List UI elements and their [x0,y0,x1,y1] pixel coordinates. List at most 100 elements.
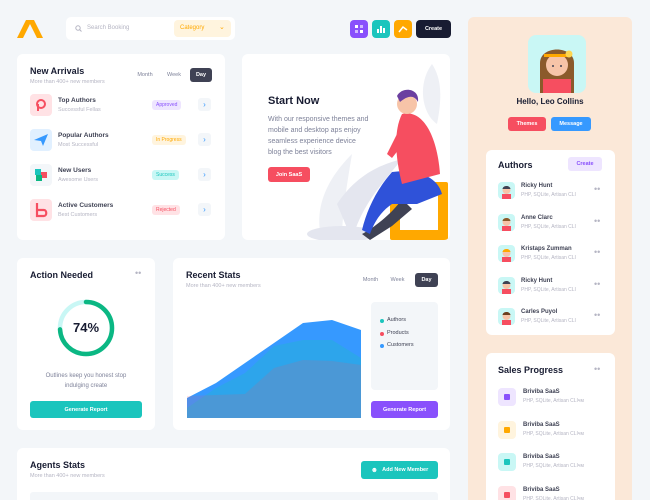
sales-icon [498,420,516,439]
status-badge: Success [152,170,179,180]
card-title: New Arrivals [30,66,85,76]
text-line: indulging create [64,383,108,389]
legend-dot [380,344,384,348]
sales-icon [498,388,516,406]
themes-button[interactable]: Themes [508,117,546,131]
icon-glyph [34,134,48,146]
sales-desc: PHP, SQLite, Artisan CLIчм [523,398,584,404]
avatar-face [502,249,511,262]
generate-report-button[interactable]: Generate Report [30,401,142,418]
item-subtitle: Most Successful [58,142,99,148]
add-icon: ☻ [370,466,379,474]
area [187,360,361,418]
text-line: With our responsive themes and [268,116,369,123]
item-icon [30,94,52,116]
card-title: Agents Stats [30,460,86,470]
add-member-button[interactable]: ☻ Add New Member [361,461,438,479]
join-button[interactable]: Join SaaS [268,167,310,182]
search-icon [75,25,82,32]
create-author-button[interactable]: Create [568,157,602,171]
menu-dots[interactable]: •• [594,215,601,226]
tab[interactable]: Day [415,273,438,287]
legend-label: Authors [387,317,406,323]
icon-glyph [504,459,510,465]
item-icon [30,199,52,221]
chevron: ⌄ [219,24,225,31]
card-title: Authors [498,160,533,170]
sales-icon [498,485,516,500]
menu-dots[interactable]: •• [594,364,601,374]
search-box[interactable]: Search Booking Category ⌄ [66,17,235,40]
card-subtitle: More than 400+ new members [186,283,261,289]
icon-glyph [504,491,510,498]
tab[interactable]: Month [137,72,153,78]
button-label: Add New Member [382,467,429,473]
generate-report-button[interactable]: Generate Report [371,401,438,418]
card-subtitle: More than 400+ new members [30,473,105,479]
tab[interactable]: Week [390,277,405,283]
author-avatar [498,308,515,325]
menu-dots[interactable]: •• [594,247,601,257]
menu-dots[interactable]: •• [594,278,601,289]
ring-progress [57,299,115,357]
author-name: Carles Puyol [521,309,558,315]
author-name: Ricky Hunt [521,277,553,284]
author-skills: PHP, SQLite, Artisan CLI [521,192,576,198]
arrow-button[interactable]: › [198,203,211,216]
card-title: Action Needed [30,270,94,280]
item-title: Top Authors [58,97,96,104]
status-badge: In Progress [152,135,186,145]
author-skills: PHP, SQLite, Artisan CLI [521,318,576,324]
avatar-face [502,280,511,294]
sales-desc: PHP, SQLite, Artisan CLIчм [523,430,584,437]
agents-stats-card: Agents Stats More than 400+ new members … [17,448,450,500]
tab[interactable]: Month [362,277,379,283]
menu-dots[interactable]: •• [594,310,601,320]
item-subtitle: Best Customers [58,212,98,218]
sales-name: Briviba SaaS [523,389,560,395]
menu-dots[interactable]: •• [135,268,142,278]
avatar-face [502,312,511,325]
legend-label: Customers [387,342,414,348]
tab[interactable]: Day [190,68,212,82]
action-needed-card: Action Needed •• 74% Outlines keep you h… [17,258,155,430]
start-title: Start Now [268,95,320,107]
new-arrivals-card: New Arrivals More than 400+ new members … [17,54,225,240]
authors-card: Authors Create Ricky Hunt PHP, SQLite, Ar… [486,150,615,335]
author-name: Ricky Hunt [521,183,553,189]
stats-button[interactable] [372,20,390,38]
area-chart [187,320,361,418]
profile-avatar [528,35,586,93]
legend: Authors Products Customers [371,302,438,390]
tab[interactable]: Week [167,72,181,78]
table-header [30,492,438,500]
item-icon [30,164,52,186]
icon-glyph [504,394,510,400]
start-text: With our responsive themes and mobile and… [268,114,368,158]
arrow-button[interactable]: › [198,98,211,111]
apps-button[interactable] [350,20,368,38]
author-avatar [498,245,515,262]
item-title: New Users [58,167,92,174]
sales-progress-card: Sales Progress •• Briviba SaaS PHP, SQLit… [486,353,615,500]
author-avatar [498,182,515,199]
message-button[interactable]: Message [551,117,591,131]
item-subtitle: Successful Fellas [58,107,101,113]
chart-button[interactable] [394,20,412,38]
area [187,320,361,418]
avatar-face [502,217,511,231]
menu-dots[interactable]: •• [594,184,601,194]
status-badge: Rejected [152,205,180,215]
text-line: blog the best visitors [268,149,332,156]
arrow-button[interactable]: › [198,168,211,181]
action-text: Outlines keep you honest stop indulging c… [17,371,155,391]
sales-desc: PHP, SQLite, Artisan CLIчм [523,463,584,469]
create-button[interactable]: Create [416,20,451,38]
arrow-button[interactable]: › [198,133,211,146]
logo[interactable] [17,20,43,38]
sales-desc: PHP, SQLite, Artisan CLIчм [523,495,584,500]
category-dropdown[interactable]: Category ⌄ [174,20,231,37]
card-subtitle: More than 400+ new members [30,79,105,85]
legend-label: Products [387,329,409,336]
